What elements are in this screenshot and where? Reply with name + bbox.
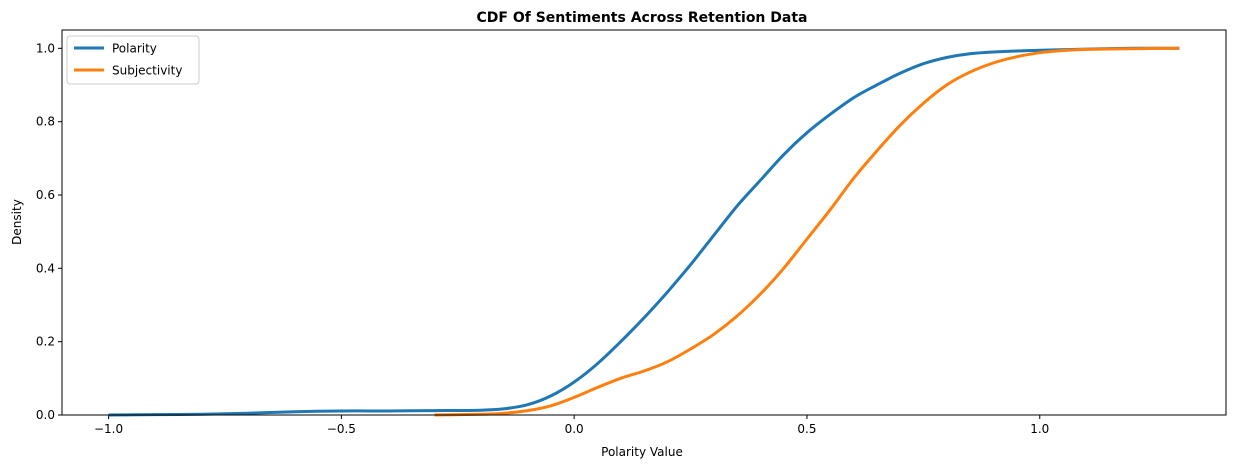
x-tick-label: −0.5: [327, 422, 356, 436]
x-axis-label: Polarity Value: [601, 445, 683, 459]
plot-frame: [61, 29, 1227, 416]
y-axis-ticks: 0.0 0.2 0.4 0.6 0.8 1.0: [36, 41, 62, 422]
y-tick-label: 0.8: [36, 115, 55, 129]
x-tick-label: −1.0: [94, 422, 123, 436]
y-tick-label: 0.0: [36, 408, 55, 422]
x-axis-ticks: −1.0 −0.5 0.0 0.5 1.0: [94, 415, 1049, 436]
series-lines: [108, 46, 1180, 417]
x-tick-label: 0.5: [797, 422, 816, 436]
y-tick-label: 0.2: [36, 335, 55, 349]
legend-label: Subjectivity: [112, 64, 182, 78]
series-line-subjectivity: [434, 46, 1180, 417]
y-tick-label: 1.0: [36, 41, 55, 55]
y-tick-label: 0.4: [36, 261, 55, 275]
x-tick-label: 1.0: [1030, 422, 1049, 436]
legend-label: Polarity: [112, 42, 157, 56]
y-tick-label: 0.6: [36, 188, 55, 202]
y-axis-label: Density: [10, 199, 24, 245]
legend: Polarity Subjectivity: [66, 35, 200, 85]
x-tick-label: 0.0: [565, 422, 584, 436]
chart-title: CDF Of Sentiments Across Retention Data: [477, 10, 808, 26]
series-line-polarity: [108, 46, 1180, 417]
